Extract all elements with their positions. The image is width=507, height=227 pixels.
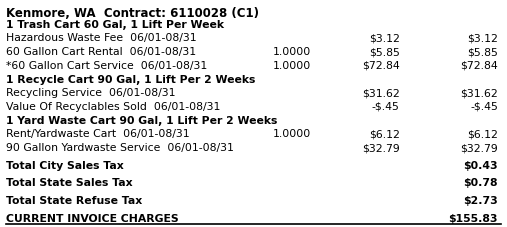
Text: -$.45: -$.45 xyxy=(372,102,400,112)
Text: 1.0000: 1.0000 xyxy=(273,129,311,139)
Text: Rent/Yardwaste Cart  06/01-08/31: Rent/Yardwaste Cart 06/01-08/31 xyxy=(7,129,190,139)
Text: 1 Trash Cart 60 Gal, 1 Lift Per Week: 1 Trash Cart 60 Gal, 1 Lift Per Week xyxy=(7,20,225,30)
Text: $3.12: $3.12 xyxy=(369,33,400,43)
Text: 1 Recycle Cart 90 Gal, 1 Lift Per 2 Weeks: 1 Recycle Cart 90 Gal, 1 Lift Per 2 Week… xyxy=(7,74,256,84)
Text: CURRENT INVOICE CHARGES: CURRENT INVOICE CHARGES xyxy=(7,214,179,224)
Text: $3.12: $3.12 xyxy=(467,33,498,43)
Text: $72.84: $72.84 xyxy=(460,61,498,71)
Text: -$.45: -$.45 xyxy=(470,102,498,112)
Text: $31.62: $31.62 xyxy=(460,88,498,98)
Text: $32.79: $32.79 xyxy=(460,143,498,153)
Text: $5.85: $5.85 xyxy=(369,47,400,57)
Text: 60 Gallon Cart Rental  06/01-08/31: 60 Gallon Cart Rental 06/01-08/31 xyxy=(7,47,197,57)
Text: $2.73: $2.73 xyxy=(463,196,498,206)
Text: $72.84: $72.84 xyxy=(362,61,400,71)
Text: Total State Refuse Tax: Total State Refuse Tax xyxy=(7,196,142,206)
Text: *60 Gallon Cart Service  06/01-08/31: *60 Gallon Cart Service 06/01-08/31 xyxy=(7,61,208,71)
Text: $0.78: $0.78 xyxy=(463,178,498,188)
Text: Value Of Recyclables Sold  06/01-08/31: Value Of Recyclables Sold 06/01-08/31 xyxy=(7,102,221,112)
Text: $5.85: $5.85 xyxy=(467,47,498,57)
Text: Recycling Service  06/01-08/31: Recycling Service 06/01-08/31 xyxy=(7,88,176,98)
Text: 1.0000: 1.0000 xyxy=(273,47,311,57)
Text: Hazardous Waste Fee  06/01-08/31: Hazardous Waste Fee 06/01-08/31 xyxy=(7,33,197,43)
Text: $155.83: $155.83 xyxy=(449,214,498,224)
Text: Kenmore, WA  Contract: 6110028 (C1): Kenmore, WA Contract: 6110028 (C1) xyxy=(7,7,260,20)
Text: $0.43: $0.43 xyxy=(463,161,498,171)
Text: $6.12: $6.12 xyxy=(467,129,498,139)
Text: 90 Gallon Yardwaste Service  06/01-08/31: 90 Gallon Yardwaste Service 06/01-08/31 xyxy=(7,143,234,153)
Text: 1 Yard Waste Cart 90 Gal, 1 Lift Per 2 Weeks: 1 Yard Waste Cart 90 Gal, 1 Lift Per 2 W… xyxy=(7,116,278,126)
Text: 1.0000: 1.0000 xyxy=(273,61,311,71)
Text: $31.62: $31.62 xyxy=(362,88,400,98)
Text: $6.12: $6.12 xyxy=(369,129,400,139)
Text: Total City Sales Tax: Total City Sales Tax xyxy=(7,161,124,171)
Text: Total State Sales Tax: Total State Sales Tax xyxy=(7,178,133,188)
Text: $32.79: $32.79 xyxy=(362,143,400,153)
